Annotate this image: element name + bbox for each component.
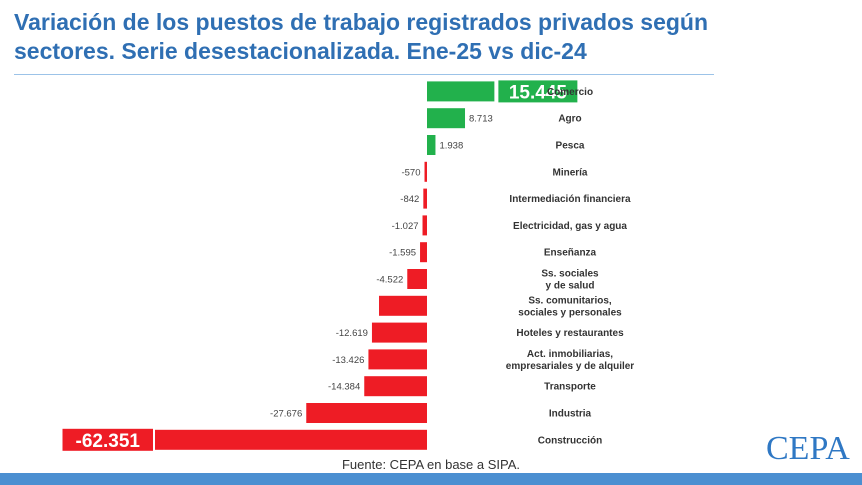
data-label-9: -12.619 [336, 328, 368, 339]
data-label-6: -1.595 [389, 248, 416, 259]
bar-12 [306, 403, 427, 423]
source-note: Fuente: CEPA en base a SIPA. [341, 457, 520, 472]
data-label-5: -1.027 [392, 221, 419, 232]
data-label-2: 1.938 [439, 141, 463, 152]
bottom-bar [0, 473, 862, 485]
bar-4 [423, 188, 427, 209]
bar-6 [420, 242, 427, 263]
data-label-box-0 [498, 80, 578, 103]
bar-5 [422, 215, 427, 236]
bar-3 [424, 161, 427, 182]
category-label-10: Act. inmobiliarias, empresariales y de al… [506, 349, 635, 372]
category-label-3: Minería [552, 167, 587, 178]
category-label-4: Intermediación financiera [509, 194, 631, 205]
category-label-1: Agro [558, 114, 581, 125]
data-label-12: -27.676 [270, 409, 302, 420]
bar-10 [368, 349, 427, 370]
category-label-11: Transporte [544, 382, 596, 393]
category-label-7: Ss. sociales y de salud [541, 269, 599, 292]
data-label-box-13 [62, 428, 153, 451]
bar-0 [427, 81, 495, 102]
bar-13 [155, 429, 427, 450]
bar-8 [379, 295, 427, 316]
data-label-1: 8.713 [469, 114, 493, 125]
data-label-0: 15.445 [509, 82, 568, 103]
chart-title-line-2: sectores. Serie desestacionalizada. Ene-… [14, 38, 587, 64]
category-label-13: Construcción [538, 435, 602, 446]
category-label-6: Enseñanza [544, 248, 597, 259]
bar-2 [427, 135, 436, 155]
category-label-8: Ss. comunitarios, sociales y personales [518, 295, 622, 318]
data-label-11: -14.384 [328, 382, 360, 393]
category-label-0: Comercio [547, 87, 593, 98]
category-label-12: Industria [549, 409, 592, 420]
bar-1 [427, 108, 466, 129]
category-label-2: Pesca [556, 141, 585, 152]
chart-title-line-1: Variación de los puestos de trabajo regi… [14, 9, 709, 35]
data-label-3: -570 [401, 167, 420, 178]
title-divider [14, 74, 714, 75]
bar-9 [371, 322, 427, 343]
category-label-5: Electricidad, gas y agua [513, 221, 627, 232]
data-label-7: -4.522 [376, 275, 403, 286]
bar-11 [364, 376, 427, 397]
chart-title: Variación de los puestos de trabajo regi… [14, 8, 814, 66]
data-label-13: -62.351 [76, 431, 141, 452]
data-label-10: -13.426 [332, 355, 364, 366]
cepa-logo: CEPA [766, 430, 850, 467]
category-label-9: Hoteles y restaurantes [516, 328, 624, 339]
data-label-4: -842 [400, 194, 419, 205]
bar-7 [407, 269, 427, 289]
